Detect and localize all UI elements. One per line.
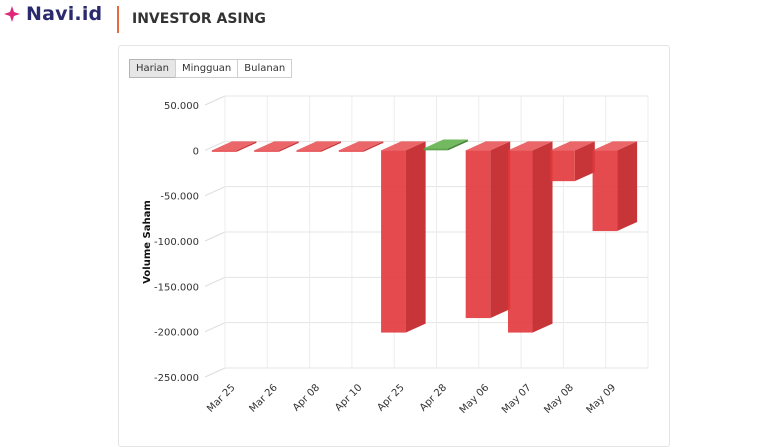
bar-top [296,141,342,151]
x-tick-label: Mar 25 [205,382,237,414]
grid-diag [204,276,226,287]
bar-top [592,141,638,151]
x-tick-label: May 08 [542,382,576,416]
y-tick-label: 50.000 [164,101,199,112]
bar-top [550,141,595,151]
x-tick-label: Apr 08 [291,382,322,413]
bar [592,150,618,232]
y-tick-label: 0 [193,146,199,157]
y-tick-label: -150.000 [154,282,199,293]
bar-side [405,141,426,333]
bar [465,150,491,319]
x-tick-label: Apr 25 [376,382,407,413]
bar [211,150,237,152]
bar [550,150,575,182]
y-tick-label: -100.000 [154,237,199,248]
bar [423,148,448,151]
grid-diag [204,231,226,242]
bar-side [490,141,511,319]
bar [296,150,322,152]
bar-side [236,141,257,152]
bar-top [254,141,299,151]
brand-name: Navi.id [26,3,103,25]
bar-side [447,139,468,151]
bar-top [423,139,468,149]
bar-top [507,141,553,151]
grid-diag [204,95,226,106]
tab-bulanan[interactable]: Bulanan [237,59,293,78]
bar-side [532,141,553,333]
bar-top [211,141,257,151]
y-axis-label: Volume Saham [142,200,153,284]
x-tick-label: Mar 26 [248,382,280,414]
bar-side [321,141,342,152]
bar-side [363,141,384,152]
x-tick-label: Apr 10 [333,382,364,413]
x-tick-label: May 06 [458,382,492,416]
bar [381,150,406,333]
header-divider [117,6,119,33]
sparkle-icon [4,6,20,22]
bar [338,150,364,152]
grid-diag [204,186,226,197]
x-tick-label: May 07 [500,382,534,416]
grid-diag [204,322,226,333]
volume-chart: 50.000 0 -50.000 -100.000 -150.000 -200.000 -2… [142,95,649,416]
x-tick-label: May 09 [585,382,619,416]
bar [507,150,533,333]
y-tick-label: -50.000 [160,192,199,203]
tab-harian[interactable]: Harian [129,59,177,78]
period-tabs: Harian Mingguan Bulanan [129,59,293,78]
bar-top [465,141,511,151]
page-title: INVESTOR ASING [132,11,266,27]
grid-diag [204,140,226,151]
x-tick-label: Apr 28 [418,382,449,413]
bar-side [617,141,638,232]
brand-logo[interactable]: Navi.id [4,3,102,25]
bar-top [338,141,384,151]
grid-diag [204,367,226,378]
bar-side [574,141,595,182]
bar-side [278,141,299,152]
y-tick-label: -200.000 [154,328,199,339]
bar-top [381,141,426,151]
bar [254,150,279,152]
y-tick-label: -250.000 [154,373,199,384]
